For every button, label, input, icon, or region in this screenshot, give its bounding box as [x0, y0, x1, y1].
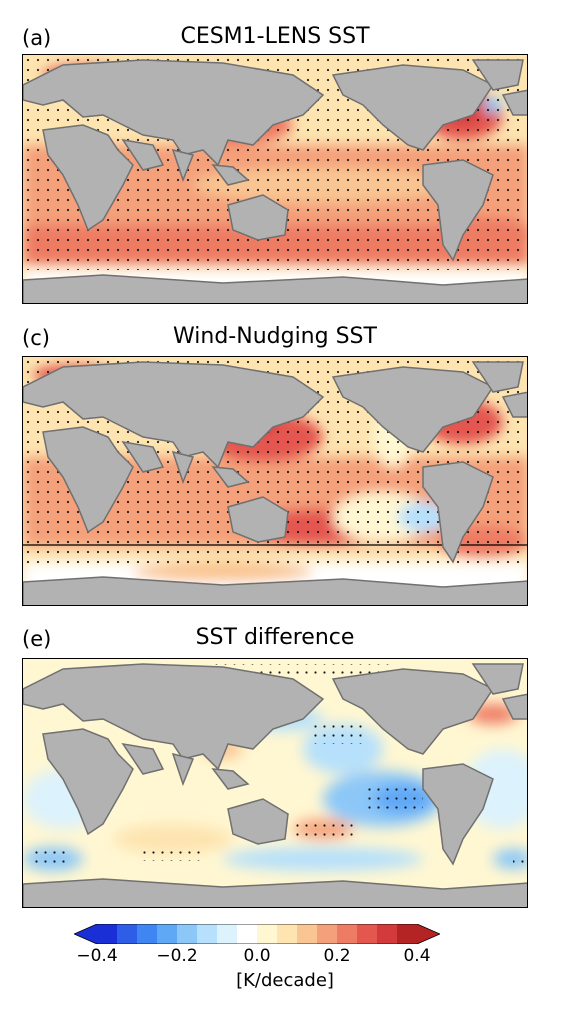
colorbar-svg: [72, 923, 442, 945]
colorbar: [72, 923, 442, 948]
panel-a-letter: (a): [22, 26, 52, 50]
colorbar-bin: [277, 924, 298, 944]
land-c: [23, 361, 527, 605]
colorbar-bin: [397, 924, 418, 944]
colorbar-bin: [377, 924, 398, 944]
colorbar-unit-label: [K/decade]: [236, 970, 334, 991]
colorbar-bin: [257, 924, 278, 944]
map-panel-c: [22, 356, 528, 606]
colorbar-tick-0: −0.4: [76, 946, 118, 966]
map-panel-c-svg: [23, 357, 527, 605]
colorbar-bin: [157, 924, 178, 944]
colorbar-tick-1: −0.2: [156, 946, 198, 966]
colorbar-bin: [137, 924, 158, 944]
colorbar-bin: [197, 924, 218, 944]
colorbar-bin: [357, 924, 378, 944]
map-panel-e: [22, 658, 528, 908]
map-panel-a: [22, 54, 528, 304]
colorbar-bin: [177, 924, 198, 944]
colorbar-extend-min: [74, 924, 97, 944]
colorbar-bin: [117, 924, 138, 944]
colorbar-bin: [237, 924, 258, 944]
colorbar-tick-4: 0.4: [403, 946, 431, 966]
colorbar-bin: [217, 924, 238, 944]
panel-c-title: Wind-Nudging SST: [173, 324, 377, 349]
colorbar-bin: [317, 924, 338, 944]
colorbar-tick-2: 0.0: [243, 946, 271, 966]
colorbar-extend-max: [417, 924, 440, 944]
colorbar-bin: [97, 924, 118, 944]
panel-e-letter: (e): [22, 627, 52, 651]
panel-a-title: CESM1-LENS SST: [180, 24, 370, 49]
land-a: [23, 59, 527, 303]
map-panel-a-svg: [23, 55, 527, 303]
land-e: [23, 663, 527, 907]
map-panel-e-svg: [23, 659, 527, 907]
panel-c-letter: (c): [22, 326, 50, 350]
colorbar-bin: [337, 924, 358, 944]
colorbar-tick-3: 0.2: [323, 946, 351, 966]
panel-e-title: SST difference: [195, 625, 355, 650]
colorbar-bin: [297, 924, 318, 944]
